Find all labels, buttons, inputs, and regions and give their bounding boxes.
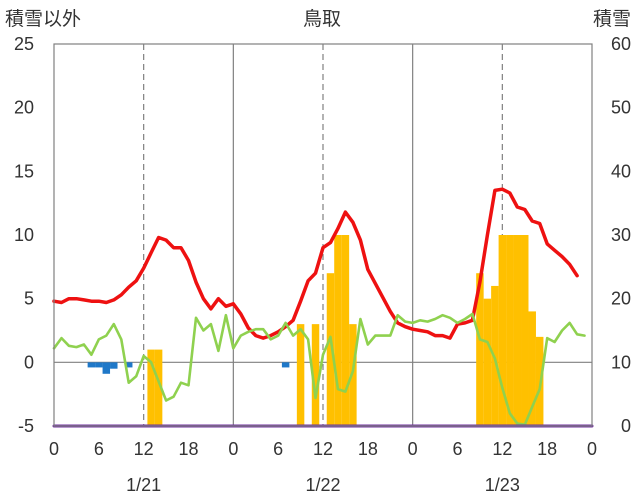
snow-depth-bar xyxy=(476,273,484,426)
snow-depth-bar xyxy=(349,324,357,426)
left-y-tick-label: 5 xyxy=(24,289,34,309)
snow-depth-bar xyxy=(334,235,342,426)
x-tick-label: 0 xyxy=(408,439,418,459)
date-label: 1/21 xyxy=(126,475,161,495)
left-y-tick-label: 0 xyxy=(24,352,34,372)
left-y-tick-label: 25 xyxy=(14,34,34,54)
right-y-tick-label: 30 xyxy=(611,225,631,245)
right-y-tick-label: 50 xyxy=(611,98,631,118)
snow-depth-bar xyxy=(326,273,335,426)
snow-depth-bar xyxy=(498,235,507,426)
snow-depth-bar xyxy=(521,235,529,426)
snow-depth-bar xyxy=(528,311,536,426)
x-tick-label: 0 xyxy=(587,439,597,459)
x-tick-label: 12 xyxy=(313,439,333,459)
snow-depth-bar xyxy=(506,235,514,426)
x-tick-label: 6 xyxy=(273,439,283,459)
date-label: 1/22 xyxy=(305,475,340,495)
left-y-tick-label: 15 xyxy=(14,161,34,181)
right-y-tick-label: 0 xyxy=(621,416,631,436)
snow-depth-bar xyxy=(483,298,492,426)
x-tick-label: 0 xyxy=(228,439,238,459)
left-y-tick-label: 20 xyxy=(14,98,34,118)
left-y-tick-label: -5 xyxy=(18,416,34,436)
right-y-tick-label: 60 xyxy=(611,34,631,54)
x-tick-label: 18 xyxy=(537,439,557,459)
x-tick-label: 18 xyxy=(178,439,198,459)
series-line-1 xyxy=(52,187,579,340)
precip-bar xyxy=(95,362,103,368)
right-y-tick-label: 40 xyxy=(611,161,631,181)
series-line-2 xyxy=(52,312,586,427)
chart-title: 鳥取 xyxy=(303,8,341,30)
x-tick-label: 12 xyxy=(134,439,154,459)
date-label: 1/23 xyxy=(485,475,520,495)
x-tick-label: 0 xyxy=(49,439,59,459)
snow-depth-bar xyxy=(341,235,350,426)
snow-depth-bar xyxy=(311,324,320,426)
precip-bar xyxy=(87,362,96,368)
precip-bar xyxy=(102,362,111,374)
x-tick-label: 18 xyxy=(358,439,378,459)
left-axis-title: 積雪以外 xyxy=(5,8,81,30)
precip-bar xyxy=(124,362,133,368)
left-y-tick-label: 10 xyxy=(14,225,34,245)
x-tick-label: 6 xyxy=(452,439,462,459)
snow-depth-bar xyxy=(154,349,163,426)
precip-bar xyxy=(281,362,290,368)
x-tick-label: 12 xyxy=(492,439,512,459)
plot-area-border xyxy=(53,43,593,427)
snow-depth-bar xyxy=(147,349,155,426)
right-y-tick-label: 20 xyxy=(611,289,631,309)
right-axis-title: 積雪 xyxy=(593,8,631,30)
precip-bar xyxy=(110,362,118,369)
x-tick-label: 6 xyxy=(94,439,104,459)
snow-depth-bar xyxy=(296,324,305,426)
snow-depth-bar xyxy=(513,235,522,426)
right-y-tick-label: 10 xyxy=(611,352,631,372)
